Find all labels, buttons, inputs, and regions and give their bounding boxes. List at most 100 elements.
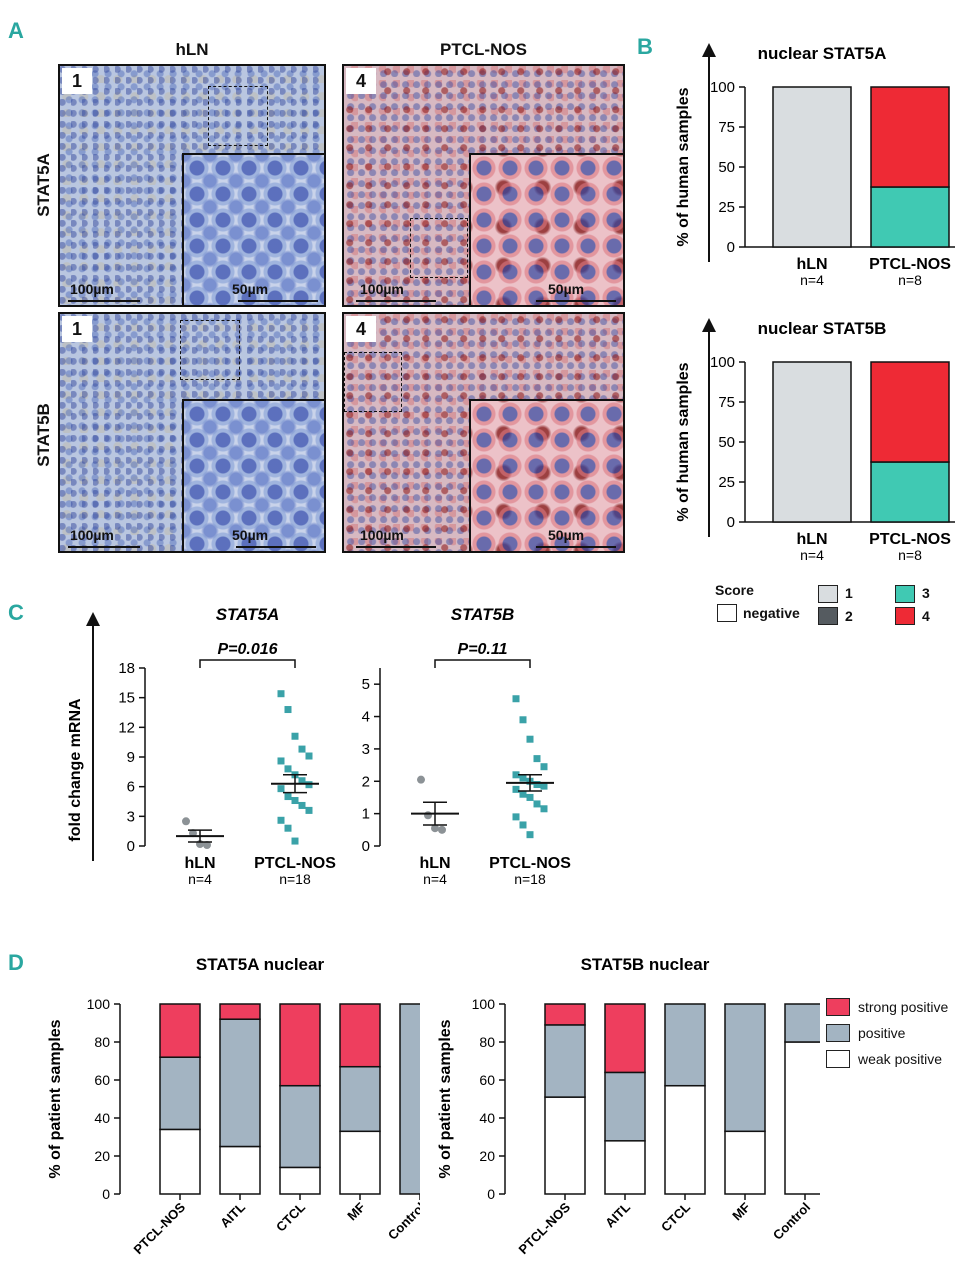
scale-label-large: 100µm — [70, 527, 114, 543]
scale-label-large: 100µm — [360, 281, 404, 297]
x-tick-label: Control — [385, 1200, 420, 1243]
data-point-ptcl-nos — [540, 782, 548, 790]
row-header-stat5a: STAT5A — [34, 153, 53, 217]
data-point-ptcl-nos — [291, 732, 299, 740]
bar-mf-weak-positive — [339, 1130, 381, 1195]
score-tag: 1 — [62, 68, 92, 94]
data-point-ptcl-nos — [519, 774, 527, 782]
y-tick-label: 15 — [118, 690, 135, 707]
data-point-ptcl-nos — [298, 745, 306, 753]
y-tick-label: 0 — [127, 838, 135, 855]
bar-hln-score-1 — [772, 361, 852, 523]
legend-swatch-1 — [818, 585, 838, 603]
x-tick-n: n=4 — [800, 272, 824, 288]
data-point-ptcl-nos — [519, 821, 527, 829]
chart-title: STAT5B nuclear — [581, 955, 710, 974]
y-tick-label: 0 — [362, 838, 370, 855]
y-tick-label: 6 — [127, 779, 135, 796]
bar-aitl-positive — [604, 1071, 646, 1142]
y-tick-label: 75 — [718, 119, 735, 136]
data-point-ptcl-nos — [519, 790, 527, 798]
y-axis-label: % of human samples — [675, 87, 692, 246]
y-tick-label: 0 — [487, 1186, 495, 1202]
x-tick-label: PTCL-NOS — [516, 1199, 574, 1257]
score-tag: 4 — [346, 68, 376, 94]
data-point-ptcl-nos — [284, 765, 292, 773]
data-point-hln — [424, 811, 432, 820]
bar-aitl-weak-positive — [219, 1145, 261, 1195]
bar-aitl-weak-positive — [604, 1140, 646, 1195]
micrograph-ptcl-stat5a: 4 100µm 50µm — [342, 64, 625, 307]
data-point-ptcl-nos — [512, 771, 520, 779]
x-tick-label: AITL — [217, 1199, 248, 1230]
bar-mf-positive — [724, 1003, 766, 1133]
scale-label-small: 50µm — [548, 281, 585, 297]
legend-swatch-weak-positive — [826, 1050, 850, 1068]
x-tick-label: MF — [729, 1199, 753, 1223]
panel-letter-a: A — [8, 18, 24, 43]
data-point-ptcl-nos — [284, 793, 292, 801]
y-tick-label: 12 — [118, 719, 135, 736]
y-axis-label: % of patient samples — [437, 1019, 454, 1178]
y-tick-label: 25 — [718, 199, 735, 216]
data-point-ptcl-nos — [533, 781, 541, 789]
y-tick-label: 25 — [718, 474, 735, 491]
data-point-ptcl-nos — [540, 763, 548, 771]
panel-letter-d: D — [8, 950, 24, 975]
y-tick-label: 4 — [362, 709, 370, 726]
bar-ptcl-nos-positive — [544, 1024, 586, 1098]
data-point-ptcl-nos — [533, 800, 541, 808]
data-point-ptcl-nos — [284, 706, 292, 714]
x-tick-label: MF — [344, 1199, 368, 1223]
y-tick-label: 80 — [479, 1034, 495, 1050]
data-point-hln — [431, 824, 439, 833]
x-tick-label: hLN — [419, 855, 450, 872]
bar-ptcl-nos-positive — [159, 1056, 201, 1131]
x-tick-label: CTCL — [658, 1199, 693, 1234]
legend-label-negative: negative — [743, 605, 800, 621]
data-point-ptcl-nos — [277, 785, 285, 793]
legend-label-strong-positive: strong positive — [858, 999, 949, 1015]
data-point-ptcl-nos — [305, 752, 313, 760]
score-tag: 4 — [346, 316, 376, 342]
bar-ptcl-nos-score-4 — [870, 361, 950, 463]
significance-bracket — [199, 659, 296, 668]
scale-bar-small — [236, 546, 316, 548]
micrograph-ptcl-stat5b: 4 100µm 50µm — [342, 312, 625, 553]
chart-title: STAT5A — [216, 605, 280, 624]
bar-ctcl-positive — [279, 1084, 321, 1169]
x-tick-label: hLN — [184, 855, 215, 872]
zoom-inset — [182, 153, 324, 305]
ylabel-arrow-head — [86, 612, 100, 626]
bar-aitl-strong-positive — [219, 1003, 261, 1020]
y-tick-label: 5 — [362, 676, 370, 693]
data-point-ptcl-nos — [512, 785, 520, 793]
y-tick-label: 60 — [479, 1072, 495, 1088]
y-tick-label: 40 — [94, 1110, 110, 1126]
legend-swatch-strong-positive — [826, 998, 850, 1016]
x-tick-label: CTCL — [273, 1199, 308, 1234]
zoom-inset — [182, 399, 324, 551]
legend-swatch-3 — [895, 585, 915, 603]
score-tag: 1 — [62, 316, 92, 342]
data-point-ptcl-nos — [512, 813, 520, 821]
bar-ptcl-nos-strong-positive — [159, 1003, 201, 1058]
bar-mf-strong-positive — [339, 1003, 381, 1068]
p-value-label: P=0.11 — [458, 641, 508, 658]
data-point-ptcl-nos — [540, 805, 548, 813]
y-axis-label: % of human samples — [675, 362, 692, 521]
data-point-ptcl-nos — [526, 793, 534, 801]
scale-bar-small — [238, 300, 318, 302]
data-point-ptcl-nos — [291, 837, 299, 845]
y-tick-label: 50 — [718, 159, 735, 176]
x-tick-label: hLN — [796, 531, 827, 548]
y-axis-label: fold change mRNA — [67, 698, 84, 842]
legend-score: Score negative 1 2 3 4 — [715, 580, 960, 630]
chart-nuclear-stat5a: nuclear STAT5A % of human samples 0 25 50 75 1… — [675, 43, 955, 288]
legend-positivity: strong positive positive weak positive — [826, 996, 971, 1076]
data-point-ptcl-nos — [291, 797, 299, 805]
legend-label-3: 3 — [922, 585, 930, 601]
y-tick-label: 40 — [479, 1110, 495, 1126]
x-tick-label: PTCL-NOS — [869, 531, 951, 548]
panel-letter-c: C — [8, 600, 24, 625]
